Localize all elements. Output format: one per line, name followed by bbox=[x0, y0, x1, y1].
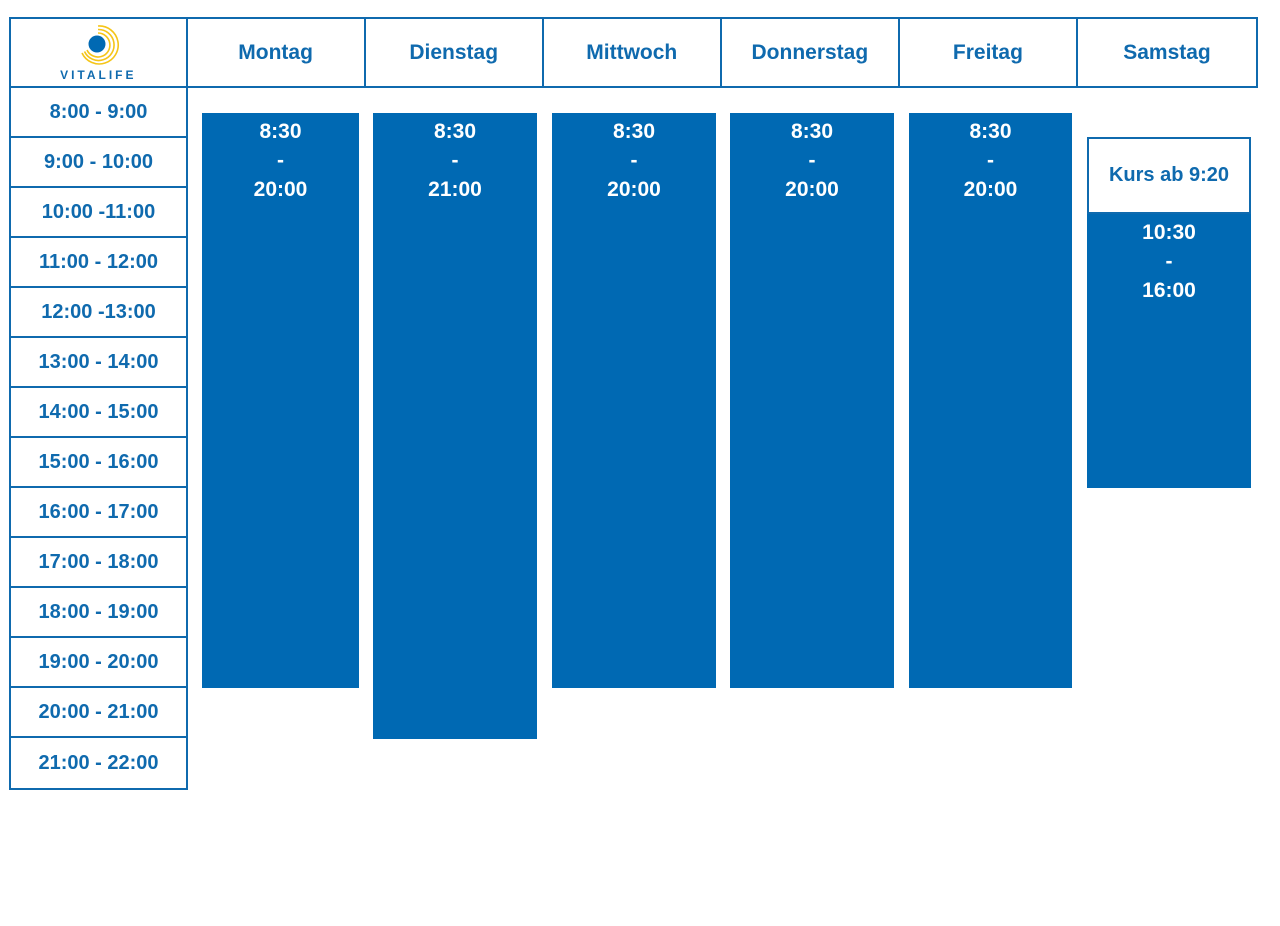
opening-hours-dienstag: 8:30 - 21:00 bbox=[373, 113, 537, 739]
time-slot: 15:00 - 16:00 bbox=[11, 438, 186, 488]
opening-start: 8:30 bbox=[969, 120, 1012, 143]
saturday-course-notice: Kurs ab 9:20 bbox=[1087, 137, 1251, 214]
time-slot: 14:00 - 15:00 bbox=[11, 388, 186, 438]
opening-hours-montag: 8:30 - 20:00 bbox=[202, 113, 359, 688]
opening-end: 21:00 bbox=[428, 178, 482, 201]
day-header-dienstag: Dienstag bbox=[366, 19, 544, 86]
opening-separator: - bbox=[451, 149, 459, 172]
time-slot: 8:00 - 9:00 bbox=[11, 88, 186, 138]
opening-start: 10:30 bbox=[1142, 221, 1196, 244]
logo-cell: VITALIFE bbox=[11, 19, 188, 86]
day-header-donnerstag: Donnerstag bbox=[722, 19, 900, 86]
opening-end: 16:00 bbox=[1142, 279, 1196, 302]
time-slot: 10:00 -11:00 bbox=[11, 188, 186, 238]
opening-hours-samstag: 10:30 - 16:00 bbox=[1087, 214, 1251, 488]
time-slot: 17:00 - 18:00 bbox=[11, 538, 186, 588]
time-slot: 9:00 - 10:00 bbox=[11, 138, 186, 188]
opening-start: 8:30 bbox=[259, 120, 302, 143]
opening-end: 20:00 bbox=[607, 178, 661, 201]
opening-separator: - bbox=[987, 149, 994, 172]
opening-start: 8:30 bbox=[790, 120, 834, 143]
opening-start: 8:30 bbox=[612, 120, 656, 143]
day-header-samstag: Samstag bbox=[1123, 40, 1211, 64]
schedule-header-row: VITALIFE Montag Dienstag Mittwoch Donner… bbox=[9, 17, 1258, 88]
time-slot: 21:00 - 22:00 bbox=[38, 751, 159, 774]
time-slot: 11:00 - 12:00 bbox=[11, 238, 186, 288]
day-header-mittwoch: Mittwoch bbox=[544, 19, 722, 86]
time-slot: 20:00 - 21:00 bbox=[11, 688, 186, 738]
opening-end: 20:00 bbox=[963, 178, 1018, 201]
time-slot: 13:00 - 14:00 bbox=[11, 338, 186, 388]
opening-end: 20:00 bbox=[253, 178, 308, 201]
time-slot: 16:00 - 17:00 bbox=[11, 488, 186, 538]
time-slot: 12:00 -13:00 bbox=[11, 288, 186, 338]
time-slot: 18:00 - 19:00 bbox=[11, 588, 186, 638]
opening-end: 20:00 bbox=[785, 178, 839, 201]
time-slot-column: 8:00 - 9:00 9:00 - 10:00 10:00 -11:00 11… bbox=[9, 88, 188, 790]
time-slot: 19:00 - 20:00 bbox=[11, 638, 186, 688]
opening-separator: - bbox=[630, 149, 638, 172]
brand-name: VITALIFE bbox=[60, 68, 137, 82]
day-header-montag: Montag bbox=[188, 19, 366, 86]
opening-hours-mittwoch: 8:30 - 20:00 bbox=[552, 113, 716, 688]
opening-start: 8:30 bbox=[433, 120, 477, 143]
opening-separator: - bbox=[1165, 250, 1173, 273]
opening-separator: - bbox=[277, 149, 284, 172]
opening-separator: - bbox=[808, 149, 816, 172]
vitalife-sun-logo-icon bbox=[81, 25, 120, 65]
opening-hours-donnerstag: 8:30 - 20:00 bbox=[730, 113, 894, 688]
opening-hours-freitag: 8:30 - 20:00 bbox=[909, 113, 1072, 688]
day-header-freitag: Freitag bbox=[900, 19, 1078, 86]
